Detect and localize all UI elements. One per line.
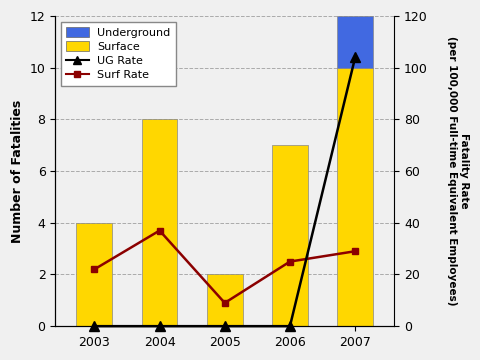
Y-axis label: Number of Fatalities: Number of Fatalities <box>11 99 24 243</box>
Bar <box>272 145 308 326</box>
Bar <box>142 120 178 326</box>
Legend: Underground, Surface, UG Rate, Surf Rate: Underground, Surface, UG Rate, Surf Rate <box>61 22 176 86</box>
Bar <box>207 274 243 326</box>
Bar <box>337 16 373 68</box>
Y-axis label: Fatality Rate
(per 100,000 Full-time Equivalent Employees): Fatality Rate (per 100,000 Full-time Equ… <box>447 36 469 306</box>
Bar <box>337 68 373 326</box>
Bar <box>76 223 112 326</box>
